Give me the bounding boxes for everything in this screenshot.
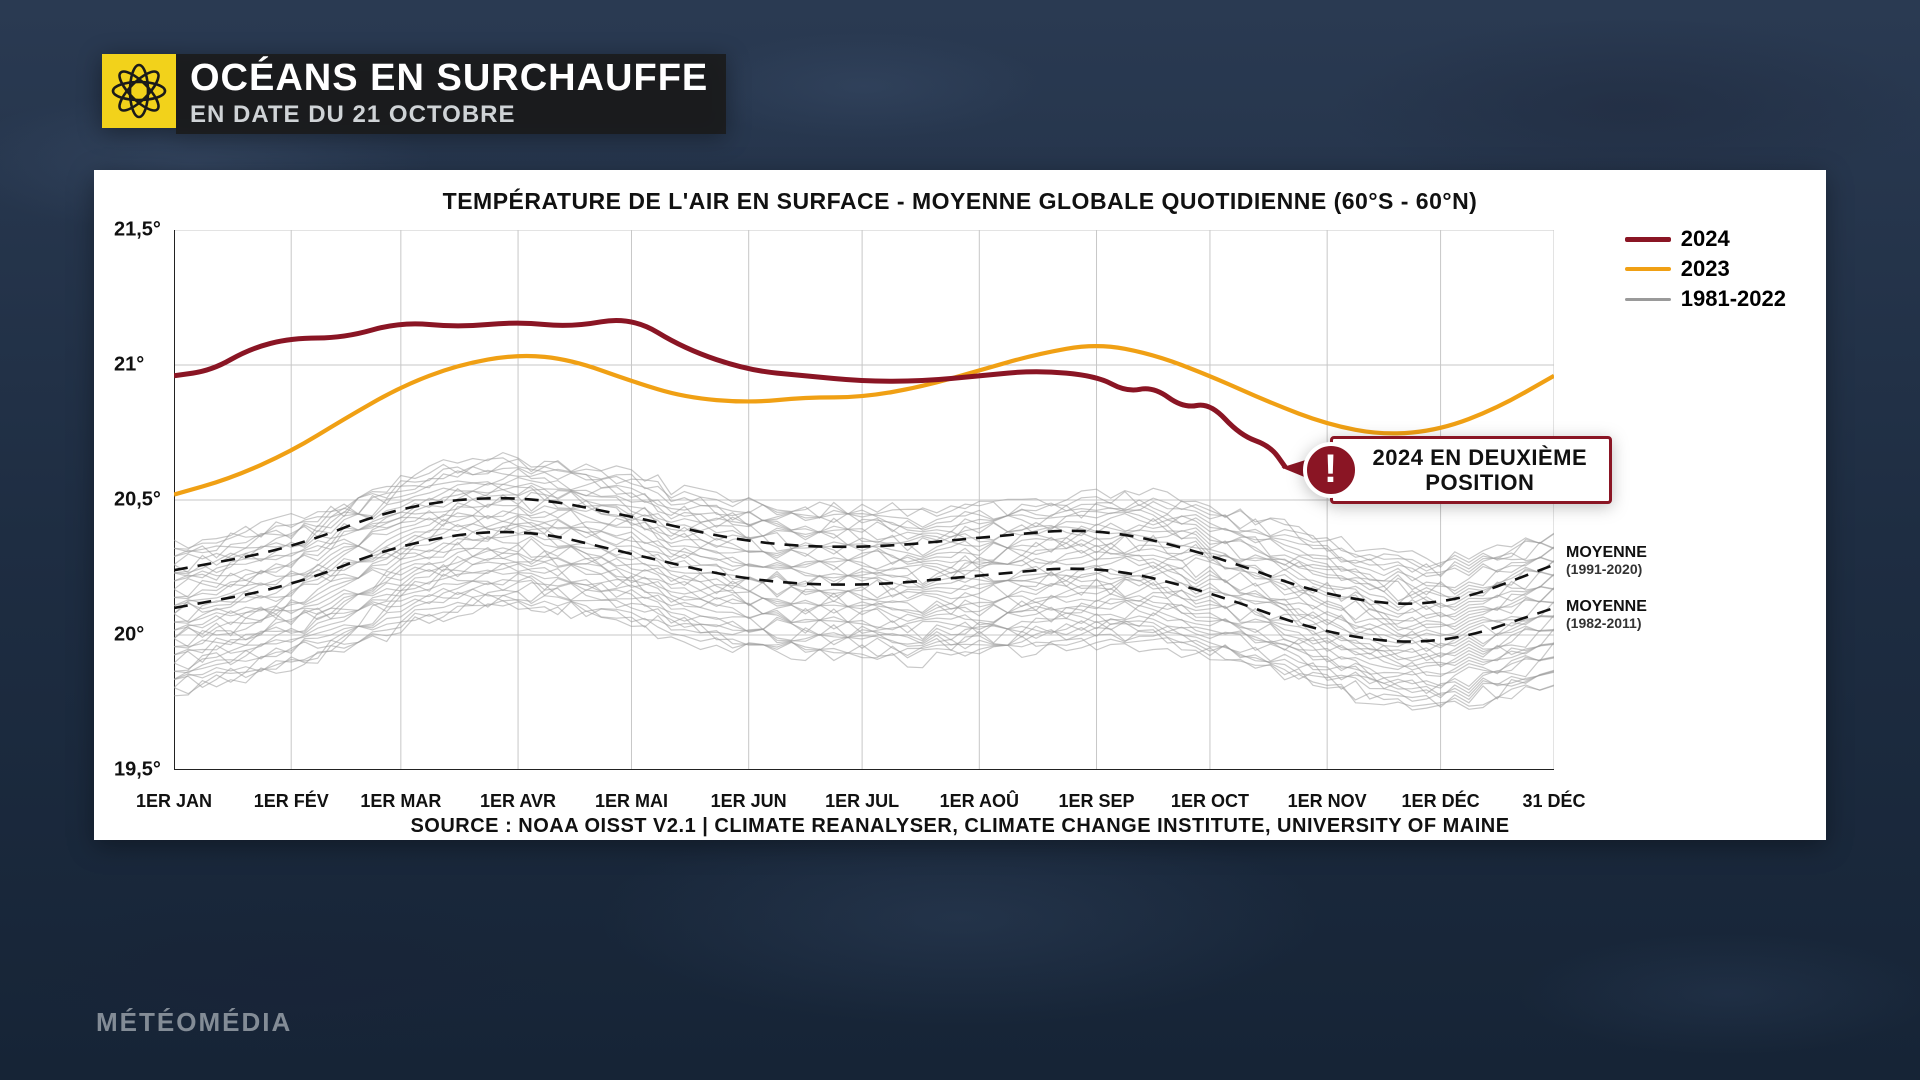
x-tick-label: 1ER SEP (1058, 791, 1134, 812)
x-tick-label: 1ER JUN (711, 791, 787, 812)
logo-icon (102, 54, 176, 128)
y-tick-label: 20,5° (114, 489, 161, 512)
chart-title: TEMPÉRATURE DE L'AIR EN SURFACE - MOYENN… (94, 188, 1826, 215)
alert-icon: ! (1303, 442, 1359, 498)
y-tick-label: 21,5° (114, 219, 161, 242)
title-bar: OCÉANS EN SURCHAUFFE EN DATE DU 21 OCTOB… (102, 54, 726, 134)
legend-item: 2024 (1625, 226, 1786, 252)
page-subtitle: EN DATE DU 21 OCTOBRE (176, 100, 726, 134)
chart-source: SOURCE : NOAA OISST V2.1 | CLIMATE REANA… (94, 815, 1826, 838)
legend-label: 2023 (1681, 256, 1730, 282)
legend-item: 1981-2022 (1625, 286, 1786, 312)
legend-label: 1981-2022 (1681, 286, 1786, 312)
x-tick-label: 1ER DÉC (1402, 791, 1480, 812)
y-tick-label: 19,5° (114, 759, 161, 782)
avg-label: MOYENNE(1982-2011) (1566, 599, 1647, 633)
callout-line1: 2024 EN DEUXIÈME (1373, 445, 1588, 470)
watermark: MÉTÉOMÉDIA (96, 1007, 292, 1038)
x-tick-label: 1ER MAI (595, 791, 668, 812)
legend-swatch (1625, 267, 1671, 271)
x-tick-label: 1ER FÉV (254, 791, 329, 812)
y-tick-label: 20° (114, 624, 144, 647)
callout-annotation: ! 2024 EN DEUXIÈME POSITION (1330, 436, 1613, 505)
legend-swatch (1625, 298, 1671, 301)
avg-label: MOYENNE(1991-2020) (1566, 545, 1647, 579)
x-tick-label: 31 DÉC (1522, 791, 1585, 812)
x-tick-label: 1ER MAR (360, 791, 441, 812)
x-tick-label: 1ER AOÛ (940, 791, 1019, 812)
x-tick-label: 1ER JAN (136, 791, 212, 812)
legend-swatch (1625, 237, 1671, 242)
y-tick-label: 21° (114, 354, 144, 377)
chart-legend: 2024 2023 1981-2022 (1625, 226, 1786, 316)
x-tick-label: 1ER OCT (1171, 791, 1249, 812)
x-tick-label: 1ER AVR (480, 791, 556, 812)
x-tick-label: 1ER JUL (825, 791, 899, 812)
callout-line2: POSITION (1373, 470, 1588, 495)
legend-item: 2023 (1625, 256, 1786, 282)
chart-panel: TEMPÉRATURE DE L'AIR EN SURFACE - MOYENN… (94, 170, 1826, 840)
page-title: OCÉANS EN SURCHAUFFE (176, 54, 726, 100)
x-tick-label: 1ER NOV (1288, 791, 1367, 812)
legend-label: 2024 (1681, 226, 1730, 252)
